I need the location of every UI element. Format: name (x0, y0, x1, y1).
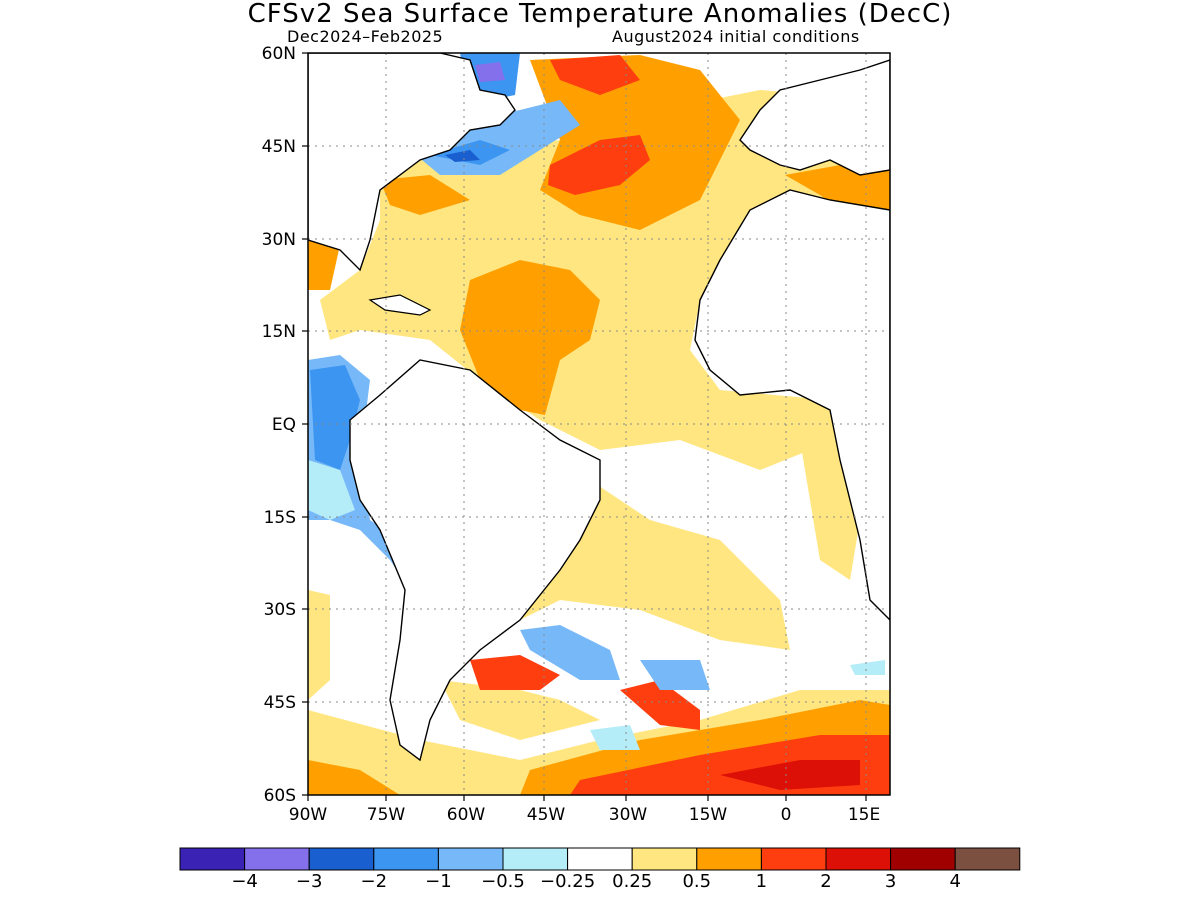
anomaly-patch (445, 150, 480, 162)
anomaly-patch (640, 660, 710, 690)
anomaly-patch (520, 625, 620, 680)
colorbar-swatch (631, 847, 698, 871)
land-africa (694, 189, 890, 621)
colorbar-swatch (954, 847, 1021, 871)
anomaly-patch (460, 260, 600, 415)
anomaly-patch (380, 175, 470, 215)
land-south-america (349, 359, 601, 762)
lon-label: 30W (608, 805, 648, 825)
anomaly-patch (440, 680, 600, 740)
colorbar-swatch (437, 847, 504, 871)
lon-label: 60W (446, 805, 486, 825)
colorbar-label: 3 (884, 871, 897, 892)
colorbar-swatch (696, 847, 762, 871)
colorbar-label: −3 (295, 871, 323, 892)
lon-label: 15E (847, 805, 881, 825)
colorbar-label: 4 (949, 871, 961, 892)
lat-label: 60N (261, 44, 296, 64)
colorbar-label: −4 (231, 871, 258, 892)
lon-label: 45W (526, 805, 566, 825)
lat-lon-grid (308, 53, 890, 795)
anomaly-patch (308, 240, 340, 290)
anomaly-patch (308, 760, 400, 795)
colorbar-swatch (244, 847, 310, 871)
lon-label: 0 (780, 805, 792, 825)
anomaly-patch (550, 55, 640, 95)
colorbar-swatch (308, 847, 375, 871)
colorbar-label: 2 (820, 871, 832, 892)
anomaly-patch (590, 725, 640, 750)
anomaly-patch (548, 135, 650, 195)
anomaly-patch (470, 655, 560, 690)
colorbar-label: −0.25 (540, 871, 596, 892)
colorbar-label: −0.5 (481, 871, 525, 892)
colorbar-swatch (179, 847, 246, 871)
lat-label: 45N (261, 137, 296, 157)
colorbar-label: 0.5 (682, 871, 712, 892)
land-north-america (308, 53, 516, 272)
anomaly-patch (310, 365, 360, 470)
colorbar-label: −2 (360, 871, 388, 892)
colorbar-swatch (890, 847, 956, 871)
lat-label: 45S (263, 693, 296, 713)
anomaly-patch (308, 590, 330, 700)
lat-label: 30N (261, 230, 296, 250)
lat-label: 15N (261, 322, 296, 342)
colorbar-swatch (373, 847, 439, 871)
initial-conditions: August2024 initial conditions (612, 27, 860, 46)
colorbar-label: 1 (755, 871, 768, 892)
anomaly-patch (320, 90, 890, 470)
forecast-period: Dec2024–Feb2025 (287, 27, 444, 46)
anomaly-patch (308, 460, 355, 520)
land-caribbean (368, 294, 432, 316)
anomaly-patch (850, 660, 885, 675)
colorbar-swatch (825, 847, 892, 871)
anomaly-field (308, 53, 890, 795)
lat-label: 30S (263, 600, 296, 620)
anomaly-patch (620, 680, 700, 730)
axis-ticks (302, 52, 867, 801)
colorbar (179, 847, 1021, 871)
anomaly-patch (720, 760, 860, 790)
colorbar-swatch (567, 847, 633, 871)
lon-label: 15W (688, 805, 728, 825)
colorbar-label: 0.25 (612, 871, 653, 892)
lat-label: 60S (263, 786, 296, 806)
map-title: CFSv2 Sea Surface Temperature Anomalies … (247, 0, 953, 29)
lon-label: 75W (366, 805, 406, 825)
lat-label: 15S (263, 508, 296, 528)
lat-label: EQ (271, 415, 296, 435)
colorbar-swatch (760, 847, 827, 871)
lon-label: 90W (288, 805, 328, 825)
colorbar-label: −1 (425, 871, 452, 892)
colorbar-swatch (502, 847, 569, 871)
anomaly-patch (475, 62, 505, 82)
